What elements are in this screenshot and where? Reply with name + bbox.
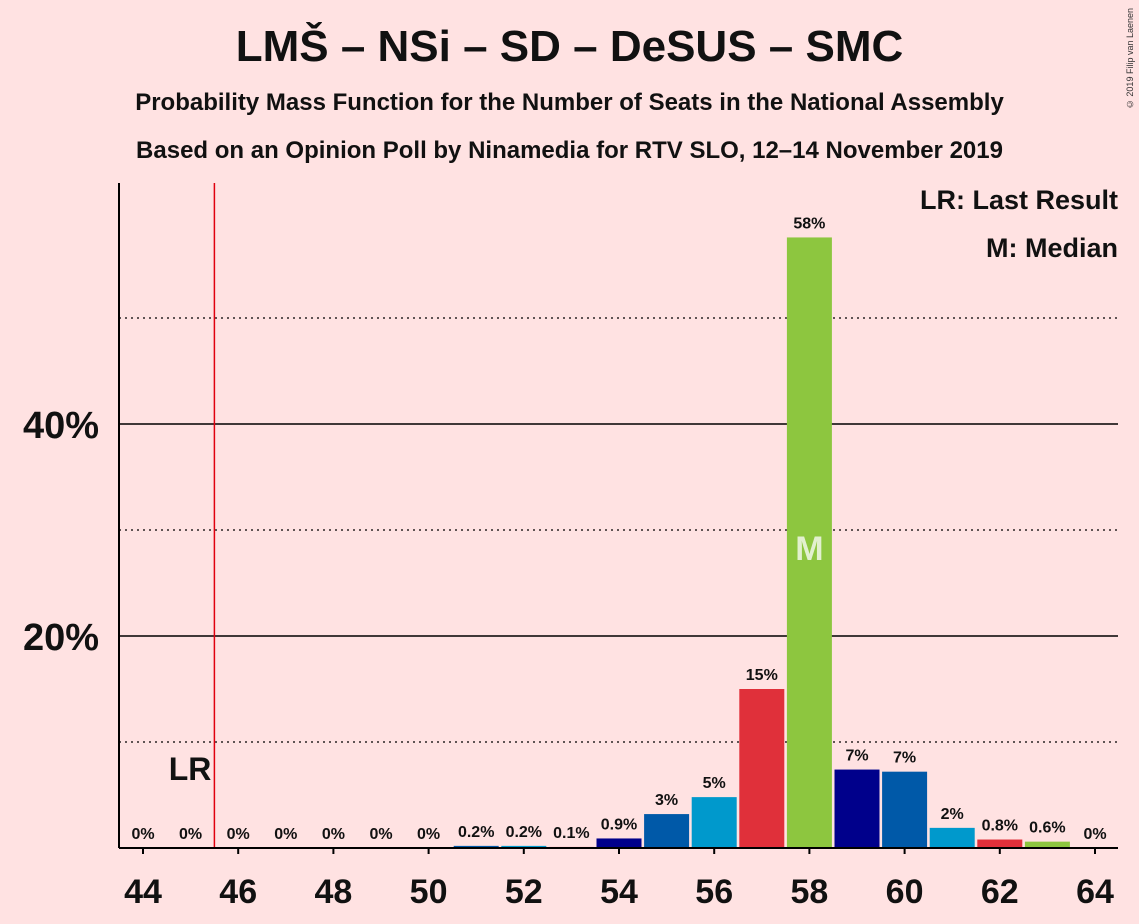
x-tick-label: 50 bbox=[410, 873, 448, 911]
bar bbox=[834, 769, 880, 848]
x-tick-label: 52 bbox=[505, 873, 543, 911]
bar bbox=[691, 797, 737, 848]
x-tick-label: 44 bbox=[124, 873, 162, 911]
bar bbox=[1024, 841, 1070, 848]
bar-value-label: 0.2% bbox=[506, 824, 542, 841]
bar-value-label: 0.6% bbox=[1029, 820, 1065, 837]
bar bbox=[596, 838, 642, 848]
bar-value-label: 58% bbox=[793, 215, 825, 232]
bar bbox=[929, 827, 975, 848]
bar-value-label: 2% bbox=[941, 806, 964, 823]
bar-value-label: 0% bbox=[1083, 826, 1106, 843]
x-tick-label: 54 bbox=[600, 873, 638, 911]
chart-subtitle-1: Probability Mass Function for the Number… bbox=[135, 89, 1004, 116]
bar-value-label: 7% bbox=[845, 748, 868, 765]
bar-value-label: 5% bbox=[703, 775, 726, 792]
y-tick-label: 20% bbox=[23, 617, 99, 659]
x-tick-label: 58 bbox=[790, 873, 828, 911]
labels-layer: 0% 0% 0% 0% 0% 0% 0% 0.2% 0.2% 0.1% 0.9% 3% 5% 15% 58%… bbox=[131, 215, 1106, 843]
bar bbox=[882, 771, 928, 848]
x-tick-label: 62 bbox=[981, 873, 1019, 911]
legend-median: M: Median bbox=[986, 233, 1118, 263]
bar-value-label: 0.2% bbox=[458, 824, 494, 841]
bar-value-label: 0% bbox=[274, 826, 297, 843]
x-tick-label: 48 bbox=[314, 873, 352, 911]
bar-value-label: 15% bbox=[746, 667, 778, 684]
bar-value-label: 0% bbox=[131, 826, 154, 843]
last-result-marker: LR bbox=[169, 751, 212, 787]
bar-value-label: 0% bbox=[179, 826, 202, 843]
chart-title: LMŠ – NSi – SD – DeSUS – SMC bbox=[235, 22, 904, 71]
x-tick-label: 56 bbox=[695, 873, 733, 911]
x-tick-label: 46 bbox=[219, 873, 257, 911]
axes-layer: 20% 40% 44 46 48 50 52 54 56 58 60 62 64 bbox=[23, 183, 1118, 911]
bar bbox=[786, 237, 832, 848]
bar-value-label: 0% bbox=[227, 826, 250, 843]
bar bbox=[501, 845, 547, 848]
bar-value-label: 0.1% bbox=[553, 825, 589, 842]
grid-layer bbox=[119, 317, 1118, 743]
legend-last-result: LR: Last Result bbox=[920, 185, 1118, 215]
bar bbox=[453, 845, 499, 848]
bar-value-label: 3% bbox=[655, 792, 678, 809]
bar-value-label: 0% bbox=[322, 826, 345, 843]
bar bbox=[739, 689, 785, 848]
bar bbox=[644, 814, 690, 848]
bar-value-label: 0% bbox=[369, 826, 392, 843]
bar-value-label: 7% bbox=[893, 750, 916, 767]
x-tick-label: 64 bbox=[1076, 873, 1114, 911]
chart-subtitle-2: Based on an Opinion Poll by Ninamedia fo… bbox=[136, 137, 1003, 164]
x-tick-label: 60 bbox=[886, 873, 924, 911]
y-tick-label: 40% bbox=[23, 405, 99, 447]
bar bbox=[977, 839, 1023, 848]
bar-value-label: 0.8% bbox=[982, 818, 1018, 835]
bars-layer bbox=[453, 237, 1070, 848]
median-marker: M bbox=[795, 530, 823, 568]
bar-value-label: 0.9% bbox=[601, 816, 637, 833]
bar-value-label: 0% bbox=[417, 826, 440, 843]
